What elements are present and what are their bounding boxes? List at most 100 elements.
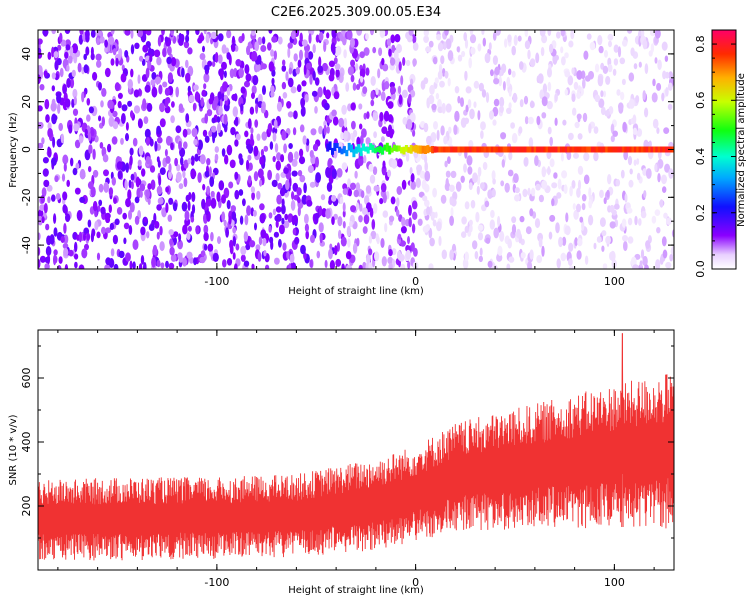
spectrogram-cell <box>141 58 146 66</box>
spectrogram-cell <box>359 203 363 212</box>
spectrogram-cell <box>133 89 140 98</box>
chart-title: C2E6.2025.309.00.05.E34 <box>271 5 441 20</box>
spectrogram-cell <box>628 72 635 82</box>
spectrogram-cell <box>269 141 274 150</box>
spectrogram-cell <box>143 116 149 124</box>
spectrogram-cell <box>613 58 619 66</box>
spectrogram-cell <box>336 242 340 252</box>
spectrogram-cell <box>355 182 361 191</box>
spectrogram-cell <box>299 32 303 43</box>
spectrogram-cell <box>607 63 613 73</box>
spectrogram-cell <box>271 36 278 43</box>
spectrogram-cell <box>187 85 191 93</box>
spectrogram-cell <box>114 218 120 226</box>
spectrogram-cell <box>361 207 368 215</box>
spectrogram-cell <box>255 244 261 251</box>
spectrogram-cell <box>511 70 516 78</box>
spectrogram-cell <box>573 209 579 220</box>
spectrogram-cell <box>560 30 565 37</box>
spectrogram-cell <box>249 138 255 147</box>
spectrogram-cell <box>318 205 323 217</box>
spectrogram-cell <box>291 158 298 167</box>
spectrogram-cell <box>285 71 289 81</box>
spectrogram-cell <box>487 260 493 268</box>
spectrogram-cell <box>568 132 574 141</box>
spectrogram-cell <box>424 170 431 182</box>
spectrogram-cell <box>412 42 419 51</box>
spectrogram-cell <box>326 125 330 134</box>
spectrogram-cell <box>158 84 163 95</box>
spectrogram-cell <box>359 68 366 78</box>
spectrogram-cell <box>103 169 109 177</box>
spectrogram-cell <box>627 217 633 226</box>
spectrogram-cell <box>368 163 374 172</box>
spectrogram-cell <box>84 128 88 136</box>
spectrogram-cell <box>307 51 314 60</box>
spectrogram-cell <box>490 69 494 77</box>
spectrogram-cell <box>629 168 633 175</box>
spectrogram-cell <box>475 211 480 223</box>
spectrogram-cell <box>245 244 251 251</box>
spectrogram-cell <box>134 42 140 49</box>
spectrogram-cell <box>167 214 173 222</box>
spectrogram-cell <box>400 75 404 86</box>
spectrogram-cell <box>117 170 123 180</box>
spectrogram-cell <box>59 32 63 43</box>
spectrogram-cell <box>296 84 302 93</box>
spectrogram-cell <box>232 106 238 118</box>
spectrogram-cell <box>183 177 188 188</box>
spectrogram-cell <box>628 98 635 109</box>
spectrogram-cell <box>98 183 104 193</box>
spectrogram-cell <box>523 95 529 105</box>
spectrogram-cell <box>568 265 575 269</box>
spectrogram-cell <box>476 185 480 195</box>
spectrogram-cell <box>422 225 429 233</box>
spectrogram-cell <box>118 250 125 259</box>
spectrogram-cell <box>53 51 59 59</box>
spectrogram-cell <box>333 213 339 220</box>
spectrogram-cell <box>412 129 416 137</box>
spectrogram-cell <box>239 215 244 225</box>
spectrogram-cell <box>665 261 672 269</box>
signal-segment <box>543 146 547 153</box>
spectrogram-cell <box>260 229 267 239</box>
spectrogram-cell <box>529 249 534 260</box>
spectrogram-cell <box>593 126 599 134</box>
spectrogram-cell <box>514 187 520 194</box>
spectrogram-cell <box>583 50 589 60</box>
spectrogram-cell <box>663 127 670 134</box>
spectrogram-cell <box>556 258 561 269</box>
spectrogram-cell <box>386 190 390 200</box>
spectrogram-cell <box>384 222 388 233</box>
spectrogram-cell <box>69 77 75 89</box>
spectrogram-cell <box>583 174 590 185</box>
spectrogram-cell <box>176 164 181 172</box>
spectrogram-cell <box>159 118 166 128</box>
signal-segment <box>402 146 406 155</box>
spectrogram-cell <box>663 212 668 219</box>
spectrogram-cell <box>412 58 417 67</box>
spectrogram-cell <box>235 243 240 251</box>
spectrogram-cell <box>127 100 133 107</box>
signal-segment <box>521 146 525 153</box>
spectrogram-cell <box>541 112 547 119</box>
spectrogram-cell <box>612 130 618 137</box>
spectrogram-cell <box>221 93 225 102</box>
spectrogram-cell <box>593 242 597 250</box>
signal-segment <box>464 146 468 153</box>
spectrogram-cell <box>426 206 431 216</box>
spectrogram-cell <box>42 168 49 177</box>
spectrogram-cell <box>633 63 638 70</box>
spectrogram-cell <box>654 163 658 172</box>
spectrogram-cell <box>162 47 167 58</box>
spectrogram-cell <box>573 81 579 90</box>
spectrogram-cell <box>181 34 185 43</box>
spectrogram-cell <box>443 135 448 145</box>
spectrogram-cell <box>336 168 343 178</box>
spectrogram-cell <box>259 179 263 187</box>
spectrogram-cell <box>381 256 387 267</box>
spectrogram-cell <box>297 59 302 68</box>
spectrogram-cell <box>51 72 56 80</box>
spectrogram-cell <box>583 152 590 162</box>
spectrogram-cell <box>667 103 673 111</box>
